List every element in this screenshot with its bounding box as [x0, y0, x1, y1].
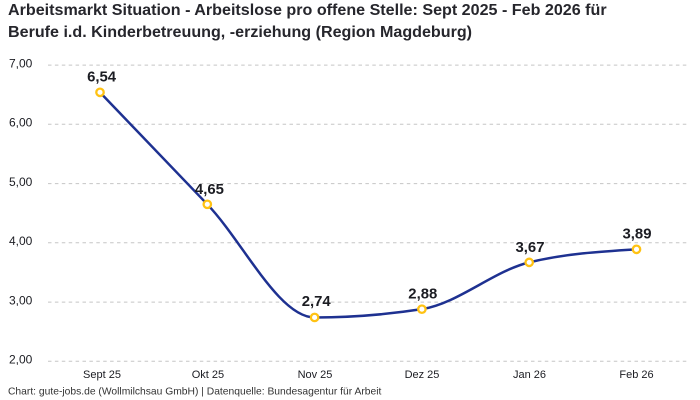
svg-text:2,88: 2,88 — [408, 287, 437, 303]
svg-text:5,00: 5,00 — [9, 175, 33, 189]
svg-text:2,74: 2,74 — [302, 294, 332, 310]
svg-text:3,00: 3,00 — [9, 294, 33, 308]
svg-text:4,65: 4,65 — [195, 182, 224, 198]
svg-text:Nov 25: Nov 25 — [298, 369, 333, 381]
svg-text:6,54: 6,54 — [87, 70, 117, 86]
svg-text:Feb 26: Feb 26 — [619, 369, 653, 381]
svg-text:3,67: 3,67 — [516, 240, 545, 256]
svg-text:Berufe i.d. Kinderbetreuung, -: Berufe i.d. Kinderbetreuung, -erziehung … — [8, 23, 472, 41]
svg-text:Arbeitsmarkt Situation - Arbei: Arbeitsmarkt Situation - Arbeitslose pro… — [8, 1, 607, 19]
svg-text:Okt 25: Okt 25 — [192, 369, 224, 381]
svg-text:Jan 26: Jan 26 — [513, 369, 546, 381]
svg-text:6,00: 6,00 — [9, 116, 33, 130]
svg-text:Sept 25: Sept 25 — [83, 369, 121, 381]
svg-text:Chart: gute-jobs.de (Wollmilch: Chart: gute-jobs.de (Wollmilchsau GmbH) … — [8, 387, 381, 398]
svg-text:3,89: 3,89 — [623, 227, 652, 243]
svg-text:Dez 25: Dez 25 — [405, 369, 440, 381]
svg-text:4,00: 4,00 — [9, 234, 33, 248]
svg-text:7,00: 7,00 — [9, 57, 33, 71]
svg-text:2,00: 2,00 — [9, 353, 33, 367]
